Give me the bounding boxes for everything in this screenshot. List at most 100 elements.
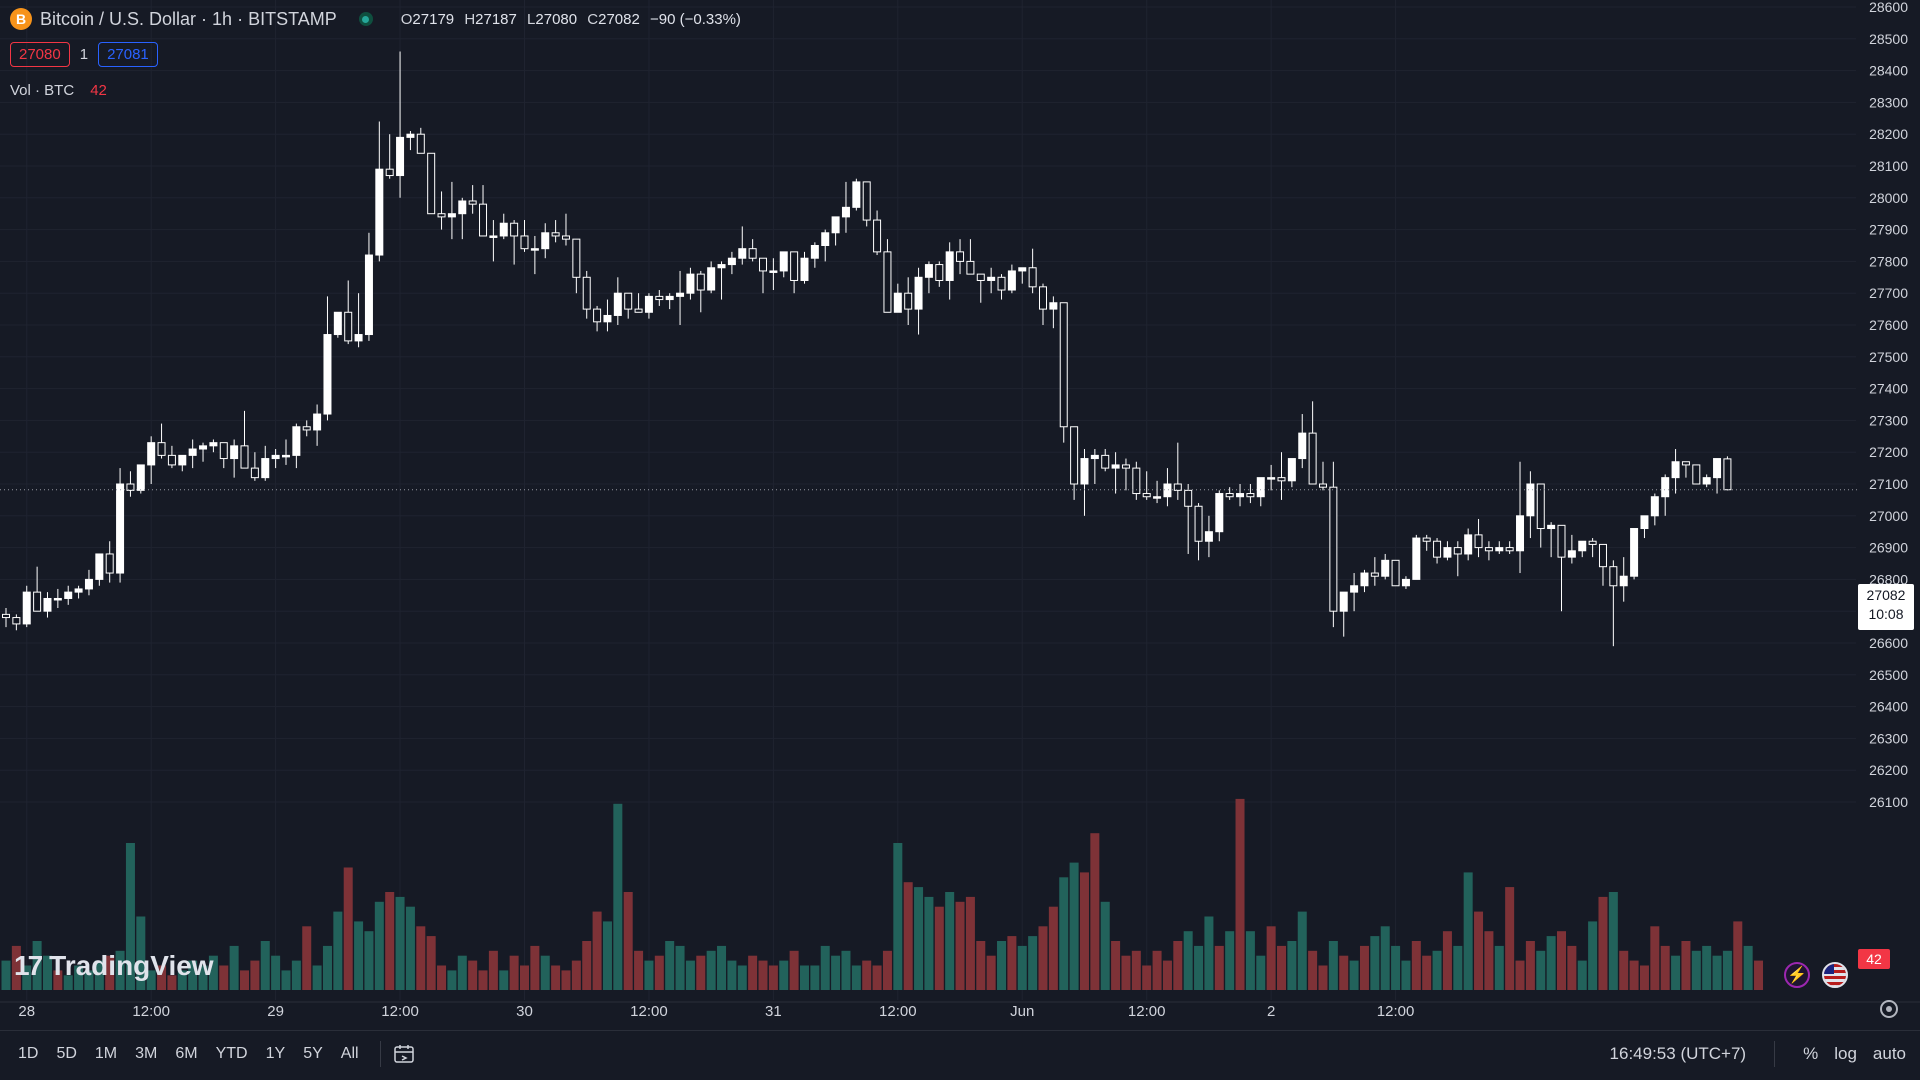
candle-body — [167, 454, 176, 466]
volume-bar — [94, 960, 104, 990]
volume-bar — [1598, 896, 1608, 990]
volume-legend[interactable]: Vol · BTC 42 — [10, 82, 107, 99]
tradingview-logo[interactable]: 17 TradingView — [14, 950, 214, 982]
candle-body — [1381, 559, 1390, 577]
volume-bar — [1577, 960, 1587, 990]
volume-bar — [146, 970, 156, 990]
lightning-icon[interactable]: ⚡ — [1784, 962, 1810, 988]
volume-bar — [1308, 950, 1318, 990]
volume-bar — [841, 950, 851, 990]
volume-bar — [717, 945, 727, 990]
candle-body — [966, 260, 975, 275]
candle-body — [1713, 458, 1722, 479]
candle-body — [302, 426, 311, 431]
volume-bar — [157, 965, 167, 990]
clock-timezone[interactable]: 16:49:53 (UTC+7) — [1609, 1043, 1747, 1063]
price-axis-label: 27100 — [1869, 476, 1908, 492]
volume-bar — [903, 882, 913, 990]
volume-bar — [1743, 945, 1753, 990]
price-axis-label: 27800 — [1869, 253, 1908, 269]
candle-body — [1578, 540, 1587, 552]
volume-bar — [706, 950, 716, 990]
candle-body — [1370, 572, 1379, 577]
candle-body — [1484, 547, 1493, 552]
time-axis-label: 12:00 — [630, 1003, 668, 1020]
us-flag-icon[interactable] — [1822, 962, 1848, 988]
auto-scale-toggle[interactable]: auto — [1872, 1043, 1906, 1063]
volume-bar — [177, 970, 187, 990]
volume-bar — [488, 950, 498, 990]
range-all-button[interactable]: All — [340, 1044, 359, 1062]
volume-bar — [167, 975, 177, 990]
log-scale-toggle[interactable]: log — [1834, 1043, 1857, 1063]
range-5d-button[interactable]: 5D — [56, 1044, 77, 1062]
candle-body — [1018, 267, 1027, 272]
candle-body — [1567, 550, 1576, 558]
candle-body — [1225, 493, 1234, 498]
volume-bar — [1712, 955, 1722, 990]
ask-button[interactable]: 27081 — [98, 42, 158, 67]
volume-bar — [115, 950, 125, 990]
volume-bar — [696, 955, 706, 990]
candle-body — [157, 442, 166, 456]
date-range-calendar-icon[interactable] — [393, 1044, 415, 1064]
time-axis-label: 31 — [765, 1003, 782, 1020]
price-axis-label: 26800 — [1869, 571, 1908, 587]
price-axis-label: 27200 — [1869, 444, 1908, 460]
volume-bar — [1463, 872, 1473, 990]
volume-bar — [1629, 960, 1639, 990]
candle-body — [1339, 591, 1348, 612]
candle-body — [696, 273, 705, 291]
candle-body — [1557, 524, 1566, 558]
range-1y-button[interactable]: 1Y — [265, 1044, 286, 1062]
range-6m-button[interactable]: 6M — [175, 1044, 198, 1062]
candle-body — [499, 222, 508, 237]
percent-scale-toggle[interactable]: % — [1803, 1043, 1819, 1063]
price-axis-label: 26900 — [1869, 540, 1908, 556]
candle-body — [676, 292, 685, 297]
candle-body — [883, 251, 892, 313]
bitcoin-icon: B — [10, 8, 32, 30]
volume-bar — [1297, 911, 1307, 990]
volume-bar — [457, 955, 467, 990]
volume-bar — [1007, 936, 1017, 990]
candle-body — [364, 254, 373, 336]
volume-bar — [1681, 941, 1691, 990]
candle-body — [385, 168, 394, 177]
volume-bar — [1733, 921, 1743, 990]
candle-body — [1028, 267, 1037, 288]
volume-bar — [405, 906, 415, 990]
candle-body — [1526, 483, 1535, 517]
candle-body — [1256, 477, 1265, 498]
range-5y-button[interactable]: 5Y — [303, 1044, 323, 1062]
symbol-title[interactable]: Bitcoin / U.S. Dollar · 1h · BITSTAMP — [40, 8, 337, 29]
volume-bar — [478, 970, 488, 990]
volume-bar — [125, 843, 135, 990]
volume-bar — [592, 911, 602, 990]
candle-body — [1443, 547, 1452, 558]
price-axis-label: 27400 — [1869, 381, 1908, 397]
candle-body — [1505, 547, 1514, 552]
bid-button[interactable]: 27080 — [10, 42, 70, 67]
chart-settings-icon[interactable] — [1880, 1000, 1898, 1018]
price-axis-label: 28200 — [1869, 126, 1908, 142]
candle-body — [572, 238, 581, 278]
range-1d-button[interactable]: 1D — [18, 1044, 39, 1062]
range-ytd-button[interactable]: YTD — [215, 1044, 248, 1062]
volume-bar — [1287, 941, 1297, 990]
candle-body — [354, 334, 363, 342]
candle-body — [1516, 515, 1525, 552]
time-axis-label: 12:00 — [879, 1003, 917, 1020]
volume-bar — [1152, 950, 1162, 990]
volume-bar — [1017, 945, 1027, 990]
range-3m-button[interactable]: 3M — [135, 1044, 158, 1062]
volume-bar — [509, 955, 519, 990]
volume-bar — [737, 965, 747, 990]
candle-body — [447, 213, 456, 218]
candle-body — [1132, 467, 1141, 495]
market-status-icon[interactable] — [358, 12, 373, 26]
range-1m-button[interactable]: 1M — [94, 1044, 118, 1062]
toolbar-divider — [379, 1040, 381, 1067]
candle-body — [292, 426, 301, 456]
